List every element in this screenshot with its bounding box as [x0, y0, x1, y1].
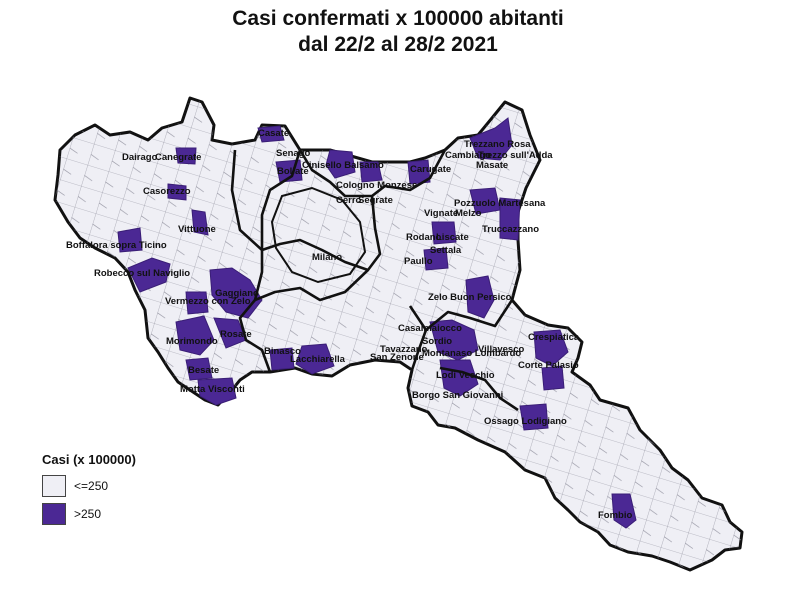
- label-trezzo: Trezzo sull'Adda: [478, 150, 553, 161]
- area-paullo: [423, 247, 449, 271]
- legend-title: Casi (x 100000): [42, 452, 136, 467]
- area-binasco: [269, 347, 295, 371]
- label-liscate: Liscate: [436, 232, 469, 243]
- area-motta: [197, 377, 237, 406]
- label-crespiatica: Crespiatica: [528, 332, 580, 343]
- label-villavesco: Villavesco: [478, 344, 525, 355]
- label-fombio: Fombio: [598, 510, 632, 521]
- label-casate: Casate: [258, 128, 289, 139]
- legend-item-high: >250: [42, 503, 136, 525]
- area-robecco: [127, 257, 171, 293]
- label-lodi-vecchio: Lodi Vecchio: [436, 370, 495, 381]
- label-paullo: Paullo: [404, 256, 433, 267]
- title-line-1: Casi confermati x 100000 abitanti: [232, 7, 564, 30]
- legend-label-low: <=250: [74, 479, 109, 493]
- label-san-zenone: San Zenone: [370, 352, 424, 363]
- area-truccazzano: [499, 197, 521, 241]
- area-lodi-north: [429, 319, 479, 361]
- label-rosate: Rosate: [220, 329, 252, 340]
- label-gaggiano: Gaggiano: [215, 288, 259, 299]
- label-lacchiarella: Lacchiarella: [290, 354, 346, 365]
- label-borgo: Borgo San Giovanni: [412, 390, 503, 401]
- area-morimondo: [175, 315, 215, 356]
- area-vittuone: [191, 209, 209, 236]
- label-milano: Milano: [312, 252, 342, 263]
- label-rodano: Rodano: [406, 232, 442, 243]
- label-robecco: Robecco sul Naviglio: [94, 268, 190, 279]
- label-truccazzano: Truccazzano: [482, 224, 539, 235]
- area-corte: [541, 365, 565, 391]
- area-vermezzo: [185, 291, 209, 315]
- district-boundaries: [230, 149, 519, 412]
- label-casalmaiocco: Casalmaiocco: [398, 323, 462, 334]
- label-vignate: Vignate: [424, 208, 458, 219]
- area-fombio: [611, 493, 637, 529]
- area-carugate: [407, 159, 431, 185]
- label-binasco: Binasco: [264, 346, 301, 357]
- municipal-boundaries: [55, 98, 742, 570]
- label-montanaso: Montanaso Lombardo: [422, 348, 521, 359]
- label-cambiago: Cambiago: [445, 150, 491, 161]
- label-melzo: Melzo: [455, 208, 482, 219]
- label-senago: Senago: [276, 148, 311, 159]
- area-canegrate: [175, 147, 197, 165]
- municipality-labels: Casate Dairago Canegrate Senago Bollate …: [66, 128, 632, 521]
- label-canegrate: Canegrate: [155, 152, 201, 163]
- label-cerro: Cerro: [336, 195, 362, 206]
- title-line-2: dal 22/2 al 28/2 2021: [298, 33, 498, 56]
- label-ossago: Ossago Lodigiano: [484, 416, 567, 427]
- area-boffalora: [117, 227, 143, 253]
- legend-label-high: >250: [74, 507, 102, 521]
- label-settala: Settala: [430, 245, 462, 256]
- label-trezzano-rosa: Trezzano Rosa: [464, 139, 531, 150]
- label-masate: Masate: [476, 160, 508, 171]
- label-zelo: Zelo Buon Persico: [428, 292, 512, 303]
- area-trezzo: [469, 117, 513, 161]
- label-sordio: Sordio: [422, 336, 452, 347]
- legend: Casi (x 100000) <=250 >250: [42, 452, 136, 531]
- label-carugate: Carugate: [410, 164, 451, 175]
- area-cinisello: [325, 149, 356, 179]
- label-tavazzano: Tavazzano: [380, 344, 428, 355]
- area-zelo: [465, 275, 495, 319]
- label-vermezzo: Vermezzo con Zelo: [165, 296, 251, 307]
- map-title: Casi confermati x 100000 abitanti dal 22…: [0, 6, 796, 58]
- area-casate: [257, 125, 285, 143]
- label-motta: Motta Visconti: [180, 384, 245, 395]
- label-cinisello: Cinisello Balsamo: [302, 160, 384, 171]
- label-corte: Corte Palasio: [518, 360, 579, 371]
- area-cologno: [359, 161, 383, 183]
- legend-swatch-low: [42, 475, 66, 497]
- label-cologno: Cologno Monzese: [336, 180, 417, 191]
- legend-item-low: <=250: [42, 475, 136, 497]
- area-ossago: [519, 403, 549, 431]
- legend-swatch-high: [42, 503, 66, 525]
- label-besate: Besate: [188, 365, 219, 376]
- milano-city-outline: [270, 186, 367, 284]
- label-boffalora: Boffalora sopra Ticino: [66, 240, 167, 251]
- label-segrate: Segrate: [358, 195, 393, 206]
- area-casorezzo: [167, 183, 187, 201]
- label-vittuone: Vittuone: [178, 224, 216, 235]
- area-liscate: [431, 221, 457, 245]
- label-casorezzo: Casorezzo: [143, 186, 191, 197]
- label-pozzuolo: Pozzuolo Martesana: [454, 198, 546, 209]
- label-morimondo: Morimondo: [166, 336, 218, 347]
- label-bollate: Bollate: [277, 166, 309, 177]
- area-crespiatica: [533, 329, 569, 367]
- area-lacchiarella: [295, 343, 335, 375]
- label-dairago: Dairago: [122, 152, 158, 163]
- area-besate: [185, 357, 213, 381]
